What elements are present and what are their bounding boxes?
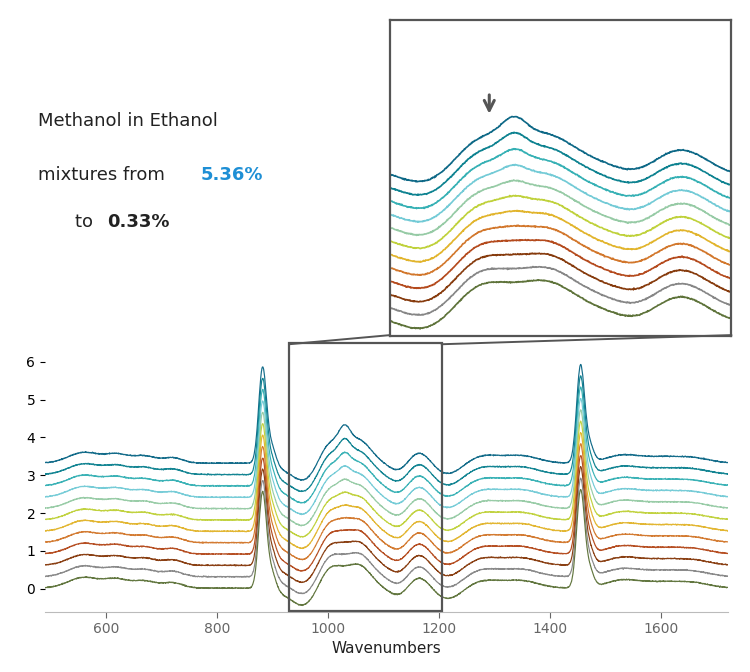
X-axis label: Wavenumbers: Wavenumbers — [332, 642, 441, 657]
Text: 5.36%: 5.36% — [201, 166, 263, 183]
Text: mixtures from: mixtures from — [38, 166, 170, 183]
Text: 0.33%: 0.33% — [107, 213, 170, 230]
Text: to: to — [75, 213, 99, 230]
Text: Methanol in Ethanol: Methanol in Ethanol — [38, 112, 218, 130]
Bar — [290, 343, 442, 611]
